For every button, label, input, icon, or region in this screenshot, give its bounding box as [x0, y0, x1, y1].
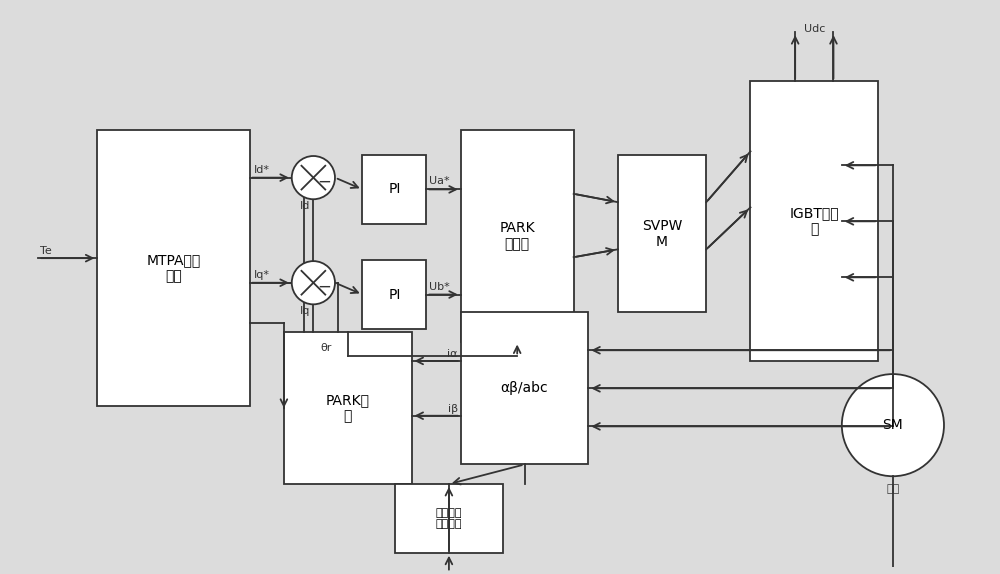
- Bar: [284, 332, 412, 484]
- Circle shape: [842, 374, 944, 476]
- Text: Id*: Id*: [253, 165, 269, 174]
- Bar: [461, 312, 588, 464]
- Text: IGBT变频
器: IGBT变频 器: [790, 206, 839, 236]
- Text: Te: Te: [40, 246, 52, 256]
- Text: −: −: [318, 173, 332, 191]
- Bar: [618, 155, 706, 312]
- Text: 位置与速
度传感器: 位置与速 度传感器: [436, 507, 462, 529]
- Bar: [395, 484, 503, 553]
- Bar: [461, 130, 574, 342]
- Text: MTPA数据
采集: MTPA数据 采集: [146, 253, 201, 283]
- Text: PI: PI: [388, 183, 401, 196]
- Text: Ub*: Ub*: [429, 282, 450, 292]
- Text: θr: θr: [320, 343, 332, 354]
- Text: SM: SM: [883, 418, 903, 432]
- Bar: [362, 260, 426, 329]
- Circle shape: [292, 156, 335, 199]
- Text: iα: iα: [447, 349, 458, 359]
- Text: PARK变
换: PARK变 换: [326, 393, 370, 423]
- Text: Iq: Iq: [300, 307, 311, 316]
- Text: Iq*: Iq*: [253, 270, 269, 280]
- Text: Id: Id: [300, 201, 311, 211]
- Bar: [362, 155, 426, 224]
- Text: iβ: iβ: [448, 404, 458, 414]
- Text: Udc: Udc: [804, 24, 825, 34]
- Text: PARK
逆变换: PARK 逆变换: [499, 221, 535, 251]
- Bar: [750, 82, 878, 361]
- Circle shape: [292, 261, 335, 304]
- Bar: [97, 130, 250, 405]
- Text: αβ/abc: αβ/abc: [501, 381, 548, 395]
- Text: PI: PI: [388, 288, 401, 301]
- Text: 电机: 电机: [886, 484, 900, 494]
- Text: SVPW
M: SVPW M: [642, 219, 682, 249]
- Text: −: −: [318, 278, 332, 296]
- Text: Ua*: Ua*: [429, 176, 450, 187]
